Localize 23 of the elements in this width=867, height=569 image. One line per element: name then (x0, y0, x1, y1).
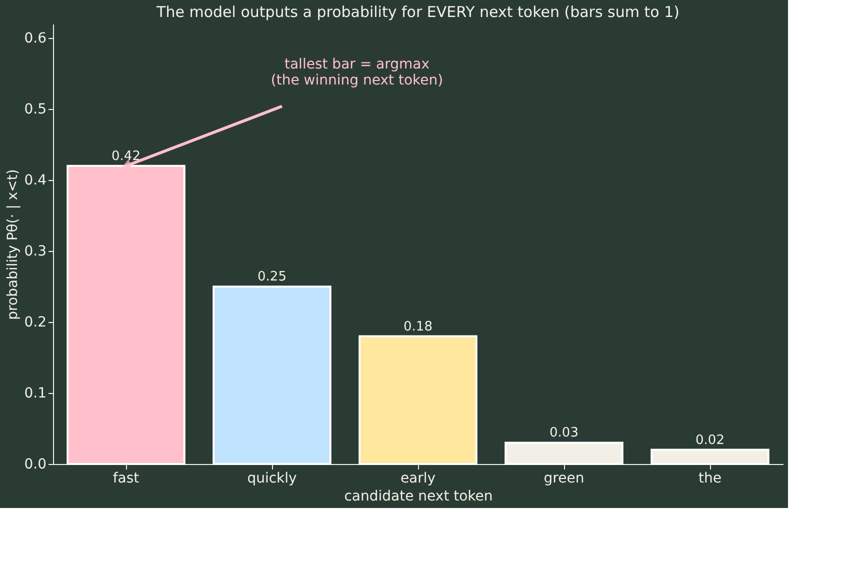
chart-title: The model outputs a probability for EVERY next token (bars sum to 1) (156, 3, 680, 21)
x-tick-label: quickly (247, 470, 297, 486)
data-label: 0.42 (112, 148, 140, 164)
y-tick-label: 0.1 (24, 386, 46, 402)
data-label: 0.02 (696, 432, 724, 448)
data-label: 0.18 (404, 319, 432, 334)
y-tick-label: 0.6 (24, 30, 47, 47)
bar (358, 335, 478, 465)
annotation: tallest bar = argmax (the winning next token) (270, 56, 444, 88)
y-axis-title: probability Pθ(· | x<t) (5, 169, 22, 320)
data-label: 0.25 (258, 270, 286, 285)
y-tick-label: 0.5 (24, 102, 46, 118)
x-tick-label: the (698, 470, 722, 486)
y-tick-label: 0.3 (24, 244, 46, 260)
y-tick-label: 0.4 (24, 172, 47, 189)
data-label: 0.03 (550, 426, 578, 441)
x-axis-title: candidate next token (344, 488, 493, 504)
bar (212, 286, 332, 465)
x-tick-label: fast (112, 470, 140, 486)
x-tick-label: green (544, 470, 584, 486)
y-tick-label: 0.0 (24, 456, 46, 472)
y-tick-label: 0.2 (24, 314, 46, 331)
x-tick-label: early (400, 470, 436, 486)
